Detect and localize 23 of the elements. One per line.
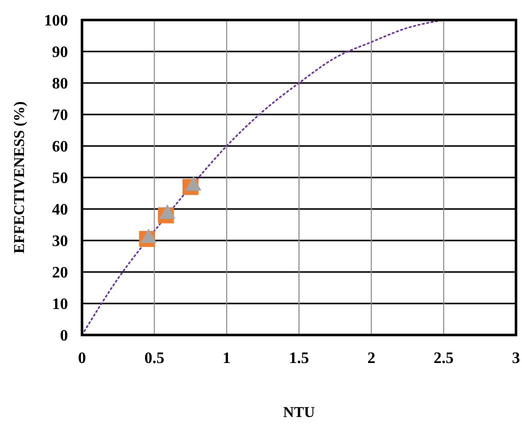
y-tick-label: 20 [52, 264, 68, 282]
y-tick-label: 10 [52, 296, 68, 314]
x-tick-label: 2 [367, 350, 376, 367]
point [159, 204, 176, 219]
y-tick-label: 40 [52, 202, 68, 219]
y-tick-label: 30 [52, 233, 68, 250]
y-axis-title: EFFECTIVENESS (%) [12, 101, 28, 254]
point [185, 176, 202, 191]
y-tick-label: 80 [52, 76, 68, 93]
y-tick-label: 60 [52, 138, 68, 156]
x-tick-label: 2.5 [434, 350, 454, 367]
x-axis-title: NTU [283, 405, 315, 421]
y-tick-label: 90 [52, 44, 68, 62]
x-tick-label: 0 [78, 350, 86, 367]
x-tick-label: 1 [222, 350, 231, 367]
y-tick-label: 50 [52, 170, 68, 188]
x-tick-label: 0.5 [144, 350, 164, 367]
point [140, 228, 157, 243]
y-tick-label: 0 [60, 328, 68, 345]
x-tick-label: 3 [512, 350, 520, 367]
x-tick-label: 1.5 [289, 350, 309, 367]
y-tick-label: 100 [44, 12, 68, 30]
y-tick-label: 70 [52, 107, 68, 124]
